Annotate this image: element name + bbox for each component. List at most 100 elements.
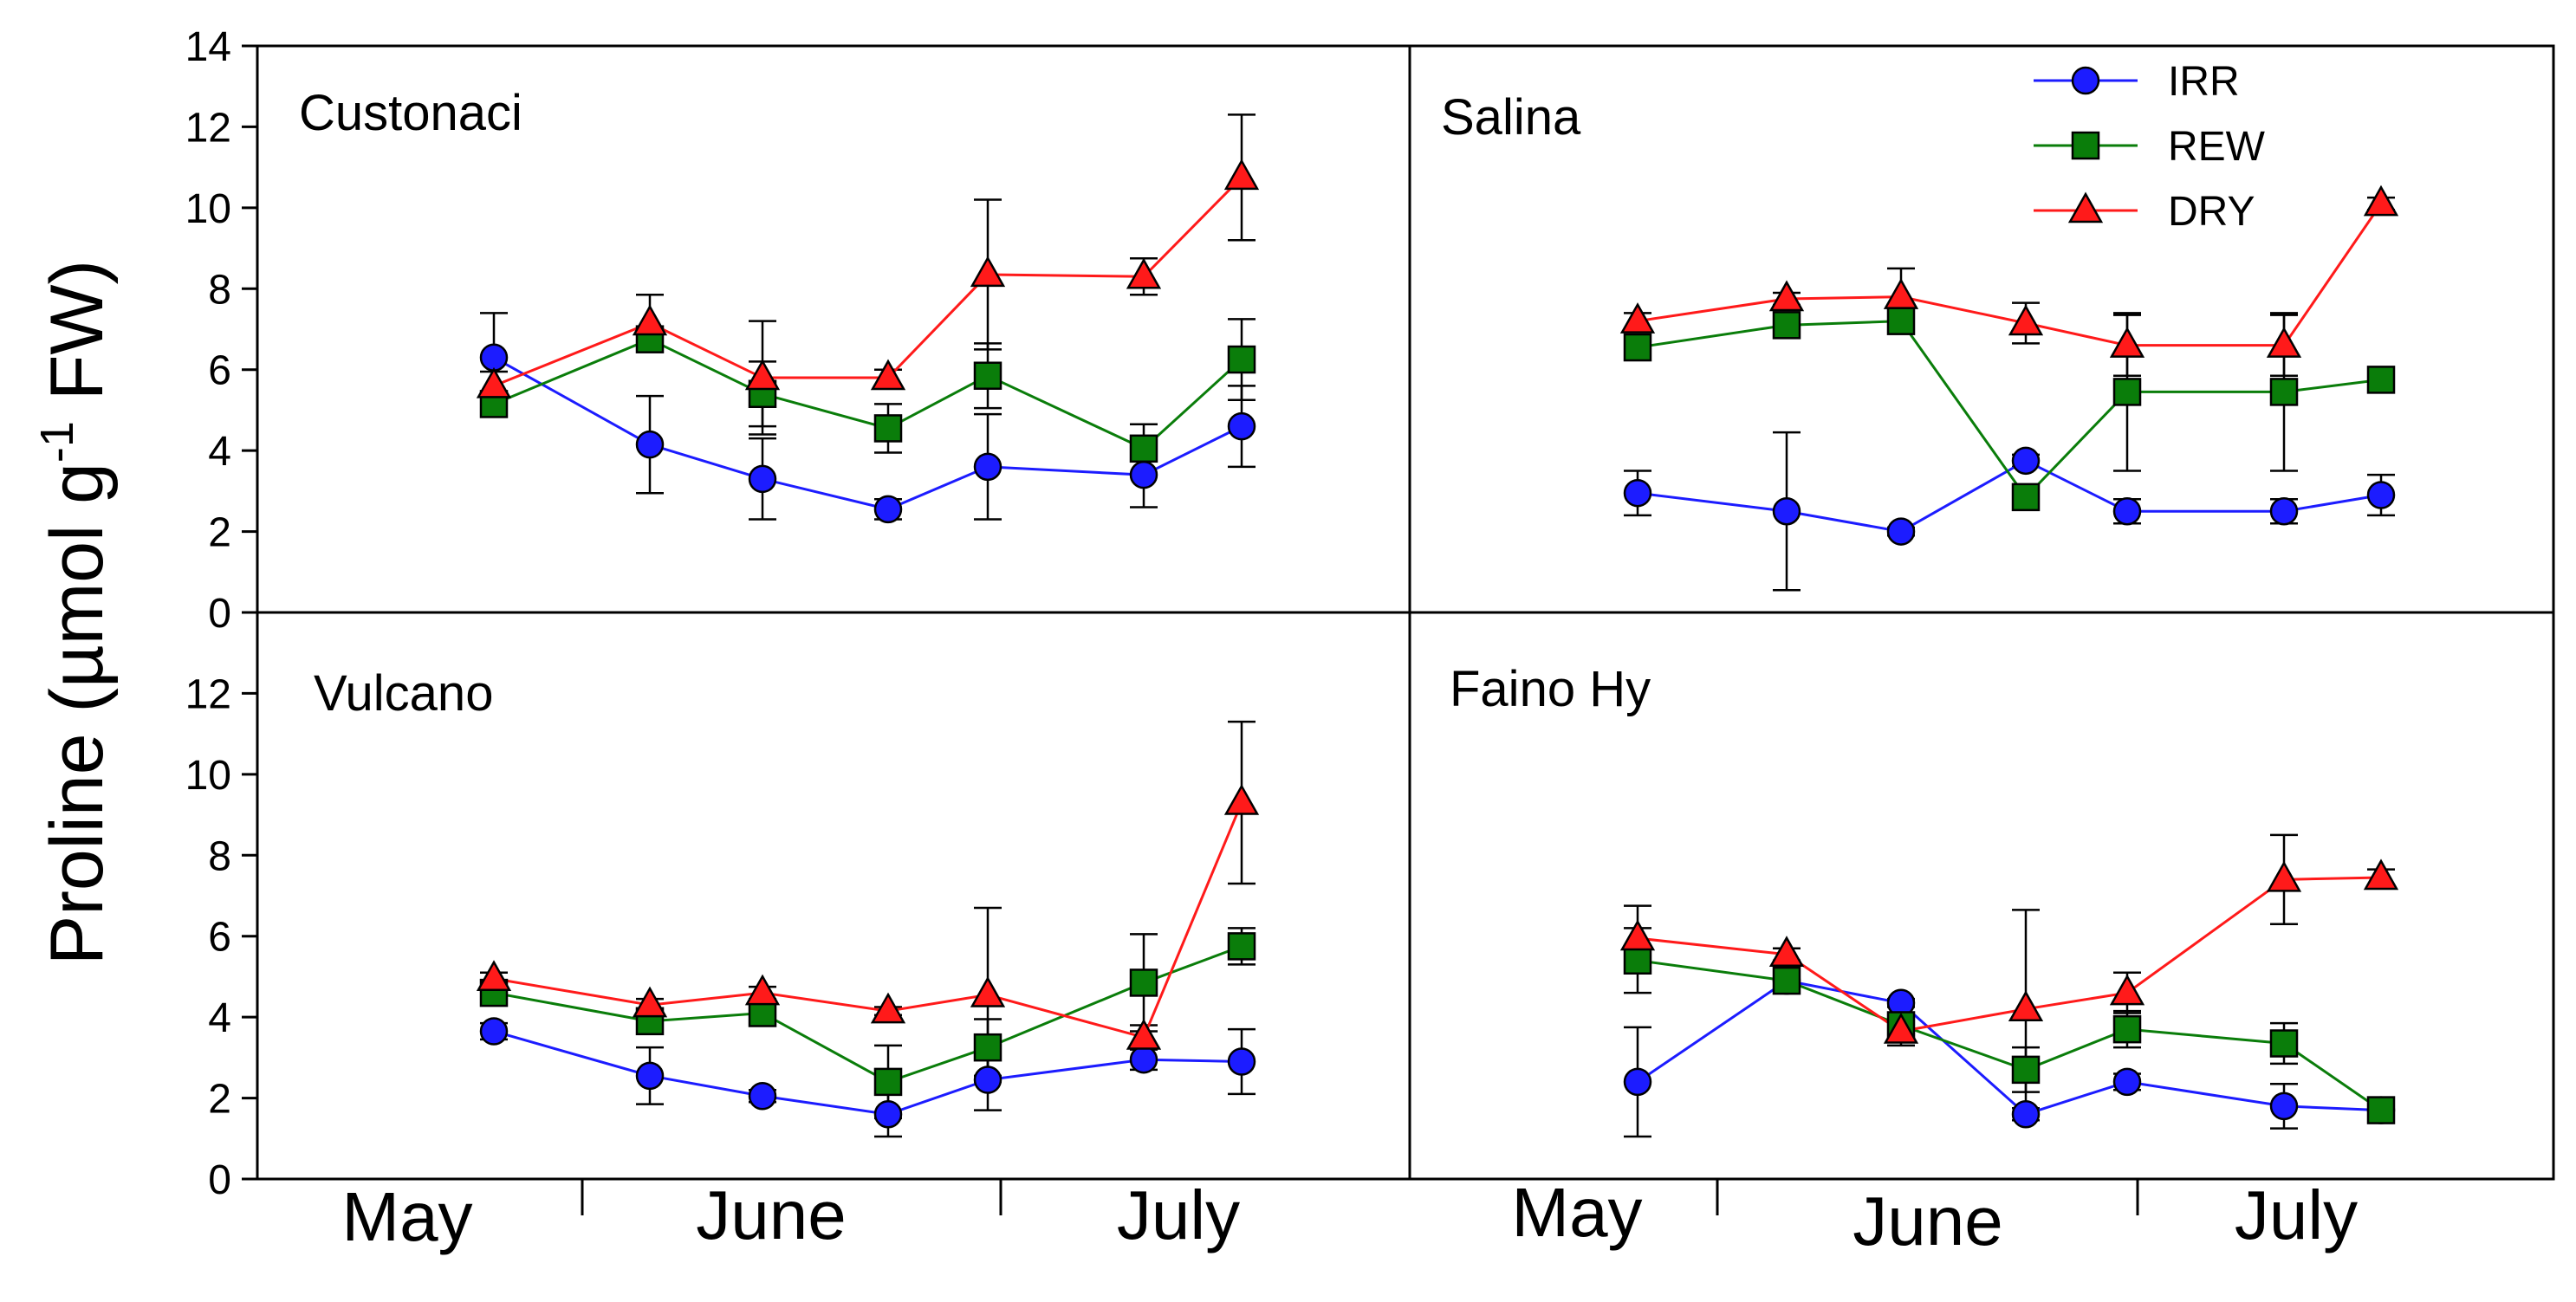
data-point-rew	[2112, 378, 2142, 406]
month-label: June	[696, 1176, 846, 1253]
data-point-irr	[1227, 411, 1256, 441]
data-point-dry	[1619, 919, 1656, 951]
data-point-irr	[2011, 446, 2041, 476]
y-tick-label: 10	[185, 753, 231, 799]
data-point-rew	[2269, 378, 2299, 406]
panel-salina	[1619, 185, 2399, 592]
legend-marker-dry	[2067, 191, 2104, 223]
series-line-rew	[493, 338, 1243, 450]
chart-data-layer	[476, 113, 2399, 1138]
data-point-dry	[1883, 278, 1919, 309]
data-point-dry	[1768, 280, 1805, 312]
data-point-rew	[1772, 966, 1801, 995]
month-label: May	[341, 1178, 472, 1255]
chart-frame	[242, 44, 2555, 1215]
month-label: June	[1853, 1182, 2002, 1260]
data-point-irr	[1772, 496, 1801, 526]
panel-faino-hy	[1619, 833, 2399, 1138]
y-tick-label: 10	[185, 186, 231, 232]
series-line-irr	[493, 1030, 1243, 1116]
panel-title: Vulcano	[314, 665, 493, 722]
chart-text-layer: 0 2 4 6 8 10 12 14 0 2 4 6 8 10 12 May June July May June Ju…	[31, 24, 2358, 1260]
legend-marker-irr	[2071, 66, 2100, 95]
y-tick-label: 12	[185, 671, 231, 717]
data-point-rew	[1129, 434, 1158, 463]
y-axis-label-suffix: FW)	[36, 260, 119, 421]
data-point-rew	[1227, 345, 1256, 374]
data-point-dry	[1619, 302, 1656, 334]
data-point-irr	[1227, 1047, 1256, 1076]
series-line-irr	[1637, 459, 2382, 534]
panel-title: Salina	[1441, 89, 1581, 146]
data-point-irr	[1623, 478, 1652, 508]
y-axis-label: Proline (µmol g-1 FW)	[31, 260, 119, 965]
data-point-rew	[973, 1033, 1002, 1062]
data-point-dry	[870, 992, 906, 1024]
series-line-irr	[493, 356, 1243, 511]
data-point-dry	[2363, 858, 2399, 891]
series-line-dry	[1637, 203, 2383, 347]
y-tick-label: 8	[208, 267, 231, 313]
series-line-irr	[1637, 979, 2382, 1116]
series-line-dry	[493, 801, 1243, 1040]
y-tick-label: 2	[208, 510, 231, 556]
legend-label: IRR	[2168, 59, 2240, 105]
data-point-dry	[1223, 159, 1260, 191]
y-tick-label: 4	[208, 429, 231, 475]
data-point-rew	[1129, 968, 1158, 997]
panel-vulcano	[476, 720, 1260, 1138]
data-point-dry	[2109, 327, 2145, 358]
series-line-dry	[493, 176, 1243, 387]
data-point-dry	[1768, 936, 1805, 967]
series-line-dry	[1637, 876, 2382, 1033]
data-point-rew	[1772, 311, 1801, 340]
data-point-irr	[973, 1066, 1002, 1094]
y-tick-label: 6	[208, 348, 231, 394]
y-tick-label: 0	[208, 591, 231, 637]
data-point-rew	[1886, 307, 1916, 335]
data-point-rew	[873, 414, 903, 443]
data-point-dry	[1126, 257, 1162, 289]
data-point-rew	[2366, 1096, 2396, 1124]
y-axis-label-superscript: -1	[31, 421, 83, 463]
legend-marker-rew	[2071, 131, 2100, 160]
data-point-rew	[1227, 932, 1256, 961]
y-tick-label: 12	[185, 105, 231, 151]
data-point-irr	[748, 1081, 777, 1111]
data-point-irr	[873, 495, 903, 524]
panel-custonaci	[476, 113, 1260, 524]
data-point-irr	[748, 464, 777, 494]
data-point-irr	[2112, 1067, 2142, 1097]
month-label: July	[1117, 1176, 1240, 1253]
data-point-dry	[1883, 1012, 1919, 1044]
data-point-irr	[2269, 496, 2299, 526]
data-point-rew	[873, 1067, 903, 1097]
data-point-dry	[744, 359, 781, 391]
data-point-rew	[1623, 333, 1652, 362]
data-point-irr	[1623, 1067, 1652, 1097]
data-point-dry	[2266, 327, 2302, 358]
legend-label: DRY	[2168, 189, 2255, 235]
data-point-irr	[1129, 460, 1158, 489]
y-tick-label: 8	[208, 833, 231, 879]
data-point-rew	[973, 361, 1002, 390]
data-point-dry	[2363, 185, 2399, 217]
data-point-dry	[970, 256, 1006, 288]
data-point-dry	[870, 359, 906, 391]
data-point-dry	[744, 974, 781, 1006]
panel-title: Custonaci	[299, 85, 522, 141]
data-point-irr	[973, 452, 1002, 482]
data-point-dry	[1126, 1018, 1162, 1050]
data-point-dry	[1223, 784, 1260, 815]
data-point-irr	[873, 1100, 903, 1129]
series-line-rew	[1637, 959, 2382, 1111]
data-point-dry	[2109, 974, 2145, 1006]
data-point-irr	[2112, 496, 2142, 526]
data-point-dry	[476, 366, 512, 398]
data-point-rew	[2011, 483, 2041, 512]
data-point-irr	[1129, 1045, 1158, 1074]
month-label: July	[2235, 1176, 2358, 1253]
data-point-rew	[2366, 366, 2396, 394]
data-point-rew	[2011, 1055, 2041, 1085]
